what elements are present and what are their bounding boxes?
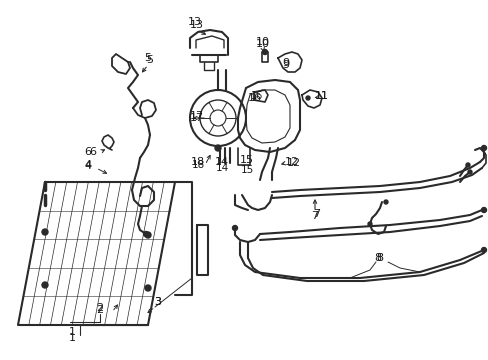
Text: 11: 11 <box>314 91 328 101</box>
Text: 8: 8 <box>376 253 383 263</box>
Text: 11: 11 <box>314 91 328 101</box>
Text: 9: 9 <box>282 58 289 68</box>
Text: 16: 16 <box>247 93 262 103</box>
Circle shape <box>481 145 486 150</box>
Text: 14: 14 <box>215 163 228 173</box>
Text: 10: 10 <box>256 37 269 47</box>
Text: 12: 12 <box>285 157 299 167</box>
Circle shape <box>262 49 267 54</box>
Circle shape <box>145 285 151 291</box>
Circle shape <box>42 282 48 288</box>
Circle shape <box>367 222 371 226</box>
Text: 2: 2 <box>96 305 103 315</box>
Text: 9: 9 <box>282 60 289 70</box>
Circle shape <box>42 229 48 235</box>
Text: 13: 13 <box>190 20 203 30</box>
Text: 6: 6 <box>89 147 96 157</box>
Circle shape <box>145 232 151 238</box>
Text: 6: 6 <box>84 147 91 157</box>
Text: 8: 8 <box>374 253 381 263</box>
Circle shape <box>481 207 486 212</box>
Text: 15: 15 <box>240 155 253 165</box>
Text: 14: 14 <box>215 157 228 167</box>
Text: 10: 10 <box>256 39 269 49</box>
Text: 3: 3 <box>154 297 161 307</box>
Circle shape <box>467 170 471 174</box>
Circle shape <box>143 231 148 237</box>
Text: 18: 18 <box>191 160 204 170</box>
Text: 3: 3 <box>154 297 161 307</box>
Text: 15: 15 <box>240 165 253 175</box>
Text: 12: 12 <box>286 158 301 168</box>
Text: 18: 18 <box>190 157 204 167</box>
Text: 13: 13 <box>187 17 202 27</box>
Text: 1: 1 <box>68 333 75 343</box>
Circle shape <box>232 225 237 230</box>
Circle shape <box>383 200 387 204</box>
Text: 17: 17 <box>189 113 203 123</box>
Text: 2: 2 <box>96 303 103 313</box>
Text: 16: 16 <box>250 91 263 101</box>
Text: 4: 4 <box>84 161 91 171</box>
Text: 1: 1 <box>68 327 75 337</box>
Circle shape <box>481 248 486 252</box>
Circle shape <box>305 96 309 100</box>
Text: 4: 4 <box>84 160 91 170</box>
Circle shape <box>215 145 221 151</box>
Text: 17: 17 <box>189 111 203 121</box>
Circle shape <box>465 163 469 167</box>
Text: 5: 5 <box>144 53 151 63</box>
Text: 5: 5 <box>146 55 153 65</box>
Text: 7: 7 <box>311 211 318 221</box>
Text: 7: 7 <box>313 209 320 219</box>
